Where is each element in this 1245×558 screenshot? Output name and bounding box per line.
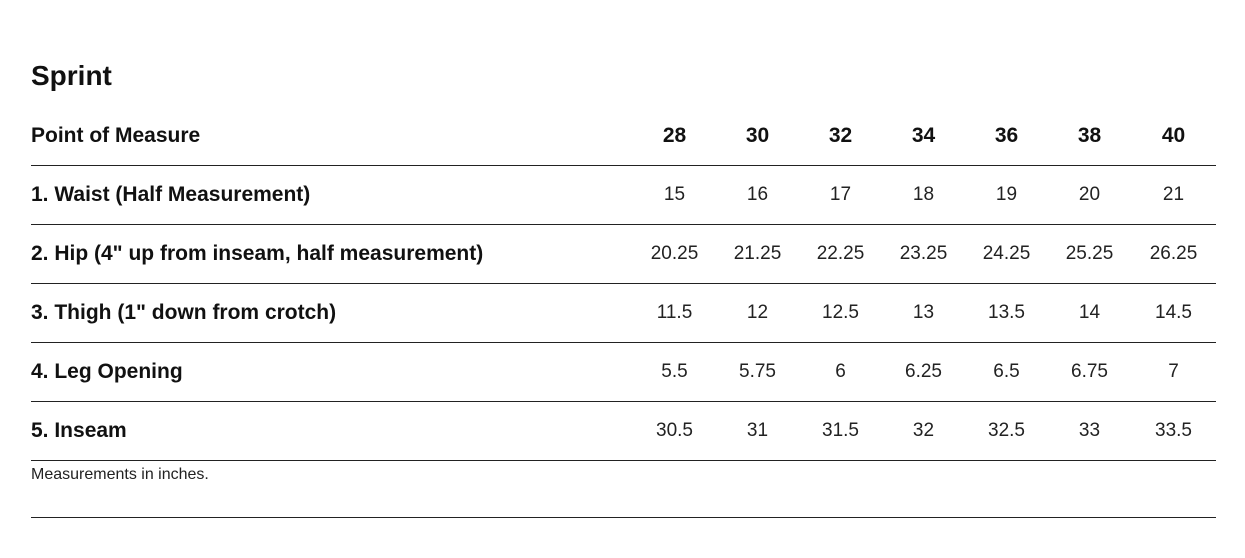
measure-value: 32.5 — [965, 401, 1048, 461]
note: Measurements in inches. — [31, 466, 209, 483]
measure-value: 6.75 — [1048, 342, 1131, 402]
title: Sprint — [31, 60, 112, 91]
measure-row: 2. Hip (4" up from inseam, half measurem… — [31, 224, 1216, 284]
size-header: 36 — [965, 107, 1048, 166]
measure-value: 26.25 — [1131, 224, 1216, 284]
divider — [31, 517, 1216, 518]
measure-value: 22.25 — [799, 224, 882, 284]
table-body: 1. Waist (Half Measurement) 15 16 17 18 19 20 2… — [31, 165, 1216, 461]
measure-value: 24.25 — [965, 224, 1048, 284]
measure-label: 5. Inseam — [31, 401, 633, 461]
measure-value: 5.5 — [633, 342, 716, 402]
measure-value: 33.5 — [1131, 401, 1216, 461]
measure-value: 31.5 — [799, 401, 882, 461]
measure-value: 23.25 — [882, 224, 965, 284]
measure-value: 32 — [882, 401, 965, 461]
measure-value: 21 — [1131, 165, 1216, 225]
measure-label: 3. Thigh (1" down from crotch) — [31, 283, 633, 343]
measure-value: 12.5 — [799, 283, 882, 343]
measure-label: 4. Leg Opening — [31, 342, 633, 402]
size-header: 32 — [799, 107, 882, 166]
measure-value: 25.25 — [1048, 224, 1131, 284]
measure-value: 7 — [1131, 342, 1216, 402]
size-table: Point of Measure 28 30 32 34 36 38 40 1. Waist … — [31, 107, 1216, 461]
measure-value: 6 — [799, 342, 882, 402]
measure-value: 21.25 — [716, 224, 799, 284]
measure-value: 16 — [716, 165, 799, 225]
measure-label: 1. Waist (Half Measurement) — [31, 165, 633, 225]
measure-row: 5. Inseam 30.5 31 31.5 32 32.5 33 33.5 — [31, 401, 1216, 461]
measure-label: 2. Hip (4" up from inseam, half measurem… — [31, 224, 633, 284]
measure-value: 13 — [882, 283, 965, 343]
measure-value: 20 — [1048, 165, 1131, 225]
measure-value: 31 — [716, 401, 799, 461]
measure-value: 13.5 — [965, 283, 1048, 343]
size-header: 28 — [633, 107, 716, 166]
measure-value: 14.5 — [1131, 283, 1216, 343]
measure-value: 12 — [716, 283, 799, 343]
size-header: 34 — [882, 107, 965, 166]
header-label: Point of Measure — [31, 107, 633, 166]
size-header: 40 — [1131, 107, 1216, 166]
measure-value: 11.5 — [633, 283, 716, 343]
measure-value: 33 — [1048, 401, 1131, 461]
measure-value: 5.75 — [716, 342, 799, 402]
measure-value: 15 — [633, 165, 716, 225]
measure-value: 20.25 — [633, 224, 716, 284]
measure-row: 3. Thigh (1" down from crotch) 11.5 12 12.5… — [31, 283, 1216, 343]
measure-value: 14 — [1048, 283, 1131, 343]
size-header: 30 — [716, 107, 799, 166]
header-row: Point of Measure 28 30 32 34 36 38 40 — [31, 107, 1216, 166]
table-head: Point of Measure 28 30 32 34 36 38 40 — [31, 107, 1216, 166]
measure-value: 19 — [965, 165, 1048, 225]
measure-value: 6.25 — [882, 342, 965, 402]
measure-value: 6.5 — [965, 342, 1048, 402]
measure-value: 30.5 — [633, 401, 716, 461]
size-header: 38 — [1048, 107, 1131, 166]
measure-row: 1. Waist (Half Measurement) 15 16 17 18 19 20 2… — [31, 165, 1216, 225]
measure-value: 18 — [882, 165, 965, 225]
measure-value: 17 — [799, 165, 882, 225]
measure-row: 4. Leg Opening 5.5 5.75 6 6.25 6.5 6.75 7 — [31, 342, 1216, 402]
